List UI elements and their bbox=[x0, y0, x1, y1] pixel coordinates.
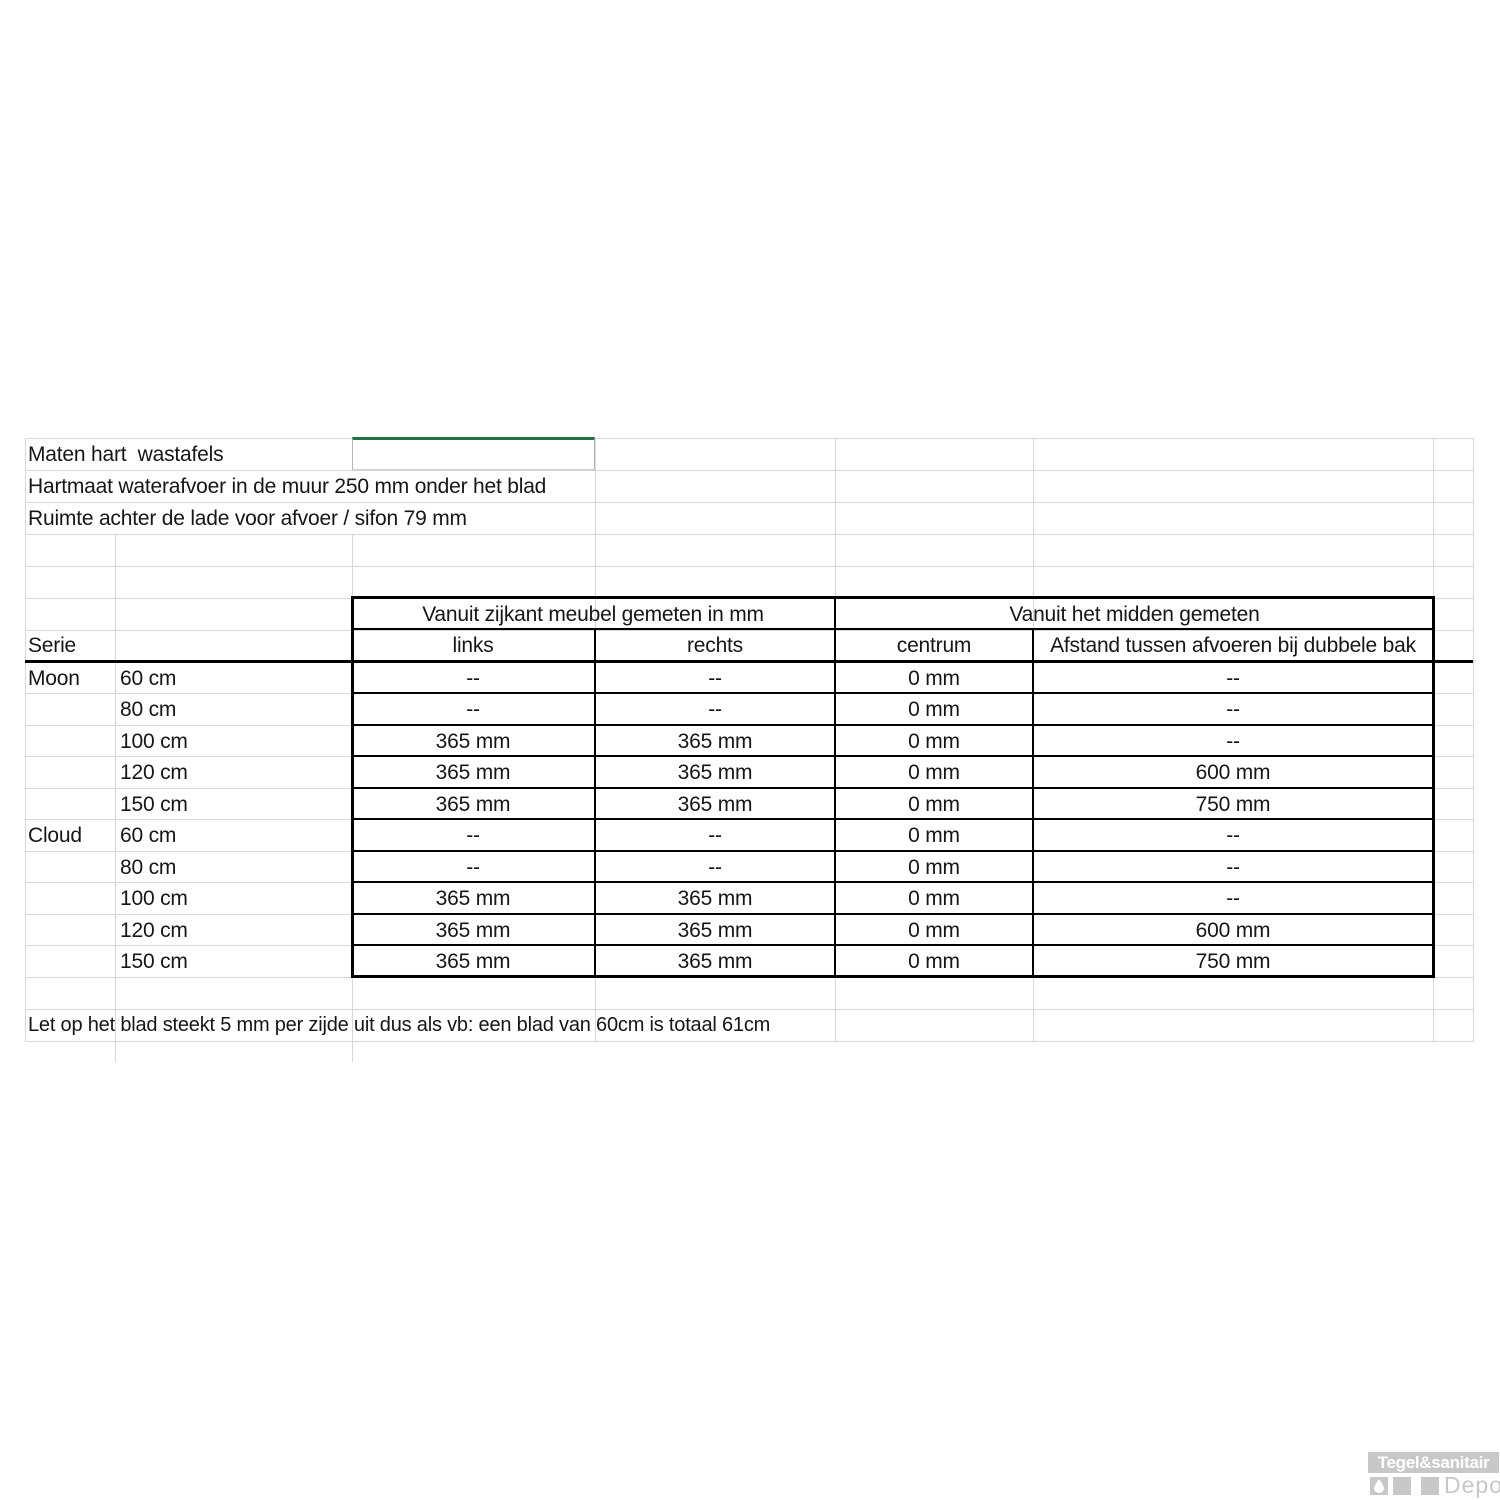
row-divider bbox=[352, 818, 1434, 820]
cell-size: 60 cm bbox=[120, 667, 177, 690]
cell-afstand: 600 mm bbox=[1195, 919, 1271, 942]
row-divider bbox=[352, 755, 1434, 757]
cell-afstand: -- bbox=[1226, 856, 1240, 879]
table-divider-v bbox=[594, 628, 596, 978]
droplet-icon bbox=[1374, 1479, 1384, 1493]
watermark-depot-text: Depot bbox=[1444, 1472, 1500, 1498]
gridline-v bbox=[1473, 438, 1474, 1042]
cell-afstand: 600 mm bbox=[1195, 761, 1271, 784]
row-divider bbox=[352, 913, 1434, 915]
cell-links: -- bbox=[466, 824, 480, 847]
cell-links: -- bbox=[466, 667, 480, 690]
serie-header: Serie bbox=[28, 634, 77, 657]
cell-afstand: 750 mm bbox=[1195, 950, 1271, 973]
cell-size: 100 cm bbox=[120, 887, 188, 910]
cell-rechts: -- bbox=[708, 824, 722, 847]
selected-cell-outline bbox=[352, 437, 595, 470]
cell-afstand: -- bbox=[1226, 824, 1240, 847]
cell-size: 150 cm bbox=[120, 793, 188, 816]
cell-rechts: -- bbox=[708, 667, 722, 690]
col-header-centrum: centrum bbox=[896, 634, 972, 657]
cell-rechts: 365 mm bbox=[677, 761, 753, 784]
cell-links: 365 mm bbox=[435, 793, 511, 816]
col-header-afstand: Afstand tussen afvoeren bij dubbele bak bbox=[1050, 634, 1416, 657]
cell-centrum: 0 mm bbox=[908, 667, 960, 690]
cell-centrum: 0 mm bbox=[908, 698, 960, 721]
cell-centrum: 0 mm bbox=[908, 824, 960, 847]
gridline-h bbox=[25, 534, 1473, 535]
cell-info-line-1: Maten hart wastafels bbox=[28, 443, 224, 466]
table-divider-v bbox=[1032, 628, 1034, 978]
gridline-v bbox=[115, 534, 116, 1062]
watermark-brand-text: Tegel&sanitair bbox=[1377, 1453, 1490, 1472]
row-divider bbox=[352, 787, 1434, 789]
gridline-h bbox=[25, 1009, 1473, 1010]
cell-afstand: -- bbox=[1226, 887, 1240, 910]
cell-links: 365 mm bbox=[435, 950, 511, 973]
group-header-middle: Vanuit het midden gemeten bbox=[1009, 603, 1260, 626]
cell-links: 365 mm bbox=[435, 887, 511, 910]
cell-rechts: 365 mm bbox=[677, 950, 753, 973]
table-divider-h bbox=[352, 628, 1434, 630]
watermark-brand-bar: Tegel&sanitair bbox=[1368, 1452, 1499, 1473]
serie-underline bbox=[25, 660, 1473, 663]
row-divider bbox=[352, 724, 1434, 726]
cell-size: 150 cm bbox=[120, 950, 188, 973]
cell-info-line-3: Ruimte achter de lade voor afvoer / sifo… bbox=[28, 507, 467, 530]
col-header-links: links bbox=[452, 634, 494, 657]
note-line: Let op het blad steekt 5 mm per zijde ui… bbox=[28, 1014, 771, 1036]
row-divider bbox=[352, 850, 1434, 852]
cell-serie: Cloud bbox=[28, 824, 82, 847]
watermark-square bbox=[1370, 1477, 1388, 1495]
cell-links: 365 mm bbox=[435, 919, 511, 942]
gridline-h bbox=[25, 566, 1473, 567]
cell-rechts: 365 mm bbox=[677, 887, 753, 910]
cell-rechts: -- bbox=[708, 698, 722, 721]
cell-centrum: 0 mm bbox=[908, 793, 960, 816]
cell-links: -- bbox=[466, 698, 480, 721]
group-header-side: Vanuit zijkant meubel gemeten in mm bbox=[422, 603, 764, 626]
gridline-h bbox=[25, 630, 1473, 631]
cell-size: 120 cm bbox=[120, 919, 188, 942]
cell-size: 100 cm bbox=[120, 730, 188, 753]
cell-links: -- bbox=[466, 856, 480, 879]
cell-size: 60 cm bbox=[120, 824, 177, 847]
cell-centrum: 0 mm bbox=[908, 887, 960, 910]
gridline-v bbox=[25, 438, 26, 1042]
cell-rechts: -- bbox=[708, 856, 722, 879]
cell-rechts: 365 mm bbox=[677, 793, 753, 816]
row-divider bbox=[352, 881, 1434, 883]
gridline-h bbox=[25, 1041, 1473, 1042]
cell-centrum: 0 mm bbox=[908, 856, 960, 879]
watermark-square bbox=[1393, 1477, 1411, 1495]
cell-rechts: 365 mm bbox=[677, 730, 753, 753]
cell-afstand: -- bbox=[1226, 730, 1240, 753]
cell-centrum: 0 mm bbox=[908, 950, 960, 973]
col-header-rechts: rechts bbox=[687, 634, 743, 657]
table-border-top bbox=[351, 596, 1435, 599]
cell-centrum: 0 mm bbox=[908, 919, 960, 942]
cell-size: 120 cm bbox=[120, 761, 188, 784]
cell-rechts: 365 mm bbox=[677, 919, 753, 942]
cell-afstand: 750 mm bbox=[1195, 793, 1271, 816]
cell-serie: Moon bbox=[28, 667, 80, 690]
gridline-h bbox=[25, 438, 1473, 439]
cell-size: 80 cm bbox=[120, 698, 177, 721]
gridline-h bbox=[25, 502, 1473, 503]
gridline-h bbox=[25, 470, 1473, 471]
table-border-bottom bbox=[351, 975, 1435, 978]
watermark-square bbox=[1421, 1477, 1439, 1495]
cell-info-line-2: Hartmaat waterafvoer in de muur 250 mm o… bbox=[28, 475, 547, 498]
row-divider bbox=[352, 692, 1434, 694]
cell-afstand: -- bbox=[1226, 667, 1240, 690]
row-divider bbox=[352, 944, 1434, 946]
cell-centrum: 0 mm bbox=[908, 730, 960, 753]
cell-afstand: -- bbox=[1226, 698, 1240, 721]
cell-links: 365 mm bbox=[435, 730, 511, 753]
cell-centrum: 0 mm bbox=[908, 761, 960, 784]
cell-links: 365 mm bbox=[435, 761, 511, 784]
cell-size: 80 cm bbox=[120, 856, 177, 879]
